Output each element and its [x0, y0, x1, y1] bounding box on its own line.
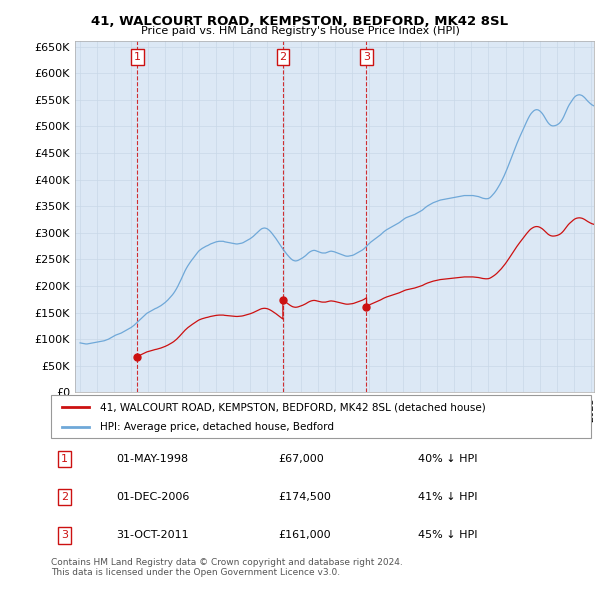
Text: 01-MAY-1998: 01-MAY-1998	[116, 454, 188, 464]
Text: 31-OCT-2011: 31-OCT-2011	[116, 530, 188, 540]
Text: 2: 2	[280, 53, 287, 63]
Text: 45% ↓ HPI: 45% ↓ HPI	[418, 530, 478, 540]
Text: 01-DEC-2006: 01-DEC-2006	[116, 492, 189, 502]
Text: HPI: Average price, detached house, Bedford: HPI: Average price, detached house, Bedf…	[100, 422, 334, 432]
Text: 1: 1	[61, 454, 68, 464]
Text: £174,500: £174,500	[278, 492, 331, 502]
Text: 41, WALCOURT ROAD, KEMPSTON, BEDFORD, MK42 8SL: 41, WALCOURT ROAD, KEMPSTON, BEDFORD, MK…	[91, 15, 509, 28]
Text: Contains HM Land Registry data © Crown copyright and database right 2024.
This d: Contains HM Land Registry data © Crown c…	[51, 558, 403, 577]
Text: £67,000: £67,000	[278, 454, 323, 464]
Text: 41% ↓ HPI: 41% ↓ HPI	[418, 492, 478, 502]
Text: 2: 2	[61, 492, 68, 502]
Text: 1: 1	[134, 53, 141, 63]
Text: Price paid vs. HM Land Registry's House Price Index (HPI): Price paid vs. HM Land Registry's House …	[140, 26, 460, 36]
Text: 40% ↓ HPI: 40% ↓ HPI	[418, 454, 478, 464]
Text: 3: 3	[363, 53, 370, 63]
Text: 3: 3	[61, 530, 68, 540]
Text: 41, WALCOURT ROAD, KEMPSTON, BEDFORD, MK42 8SL (detached house): 41, WALCOURT ROAD, KEMPSTON, BEDFORD, MK…	[100, 402, 485, 412]
Text: £161,000: £161,000	[278, 530, 331, 540]
